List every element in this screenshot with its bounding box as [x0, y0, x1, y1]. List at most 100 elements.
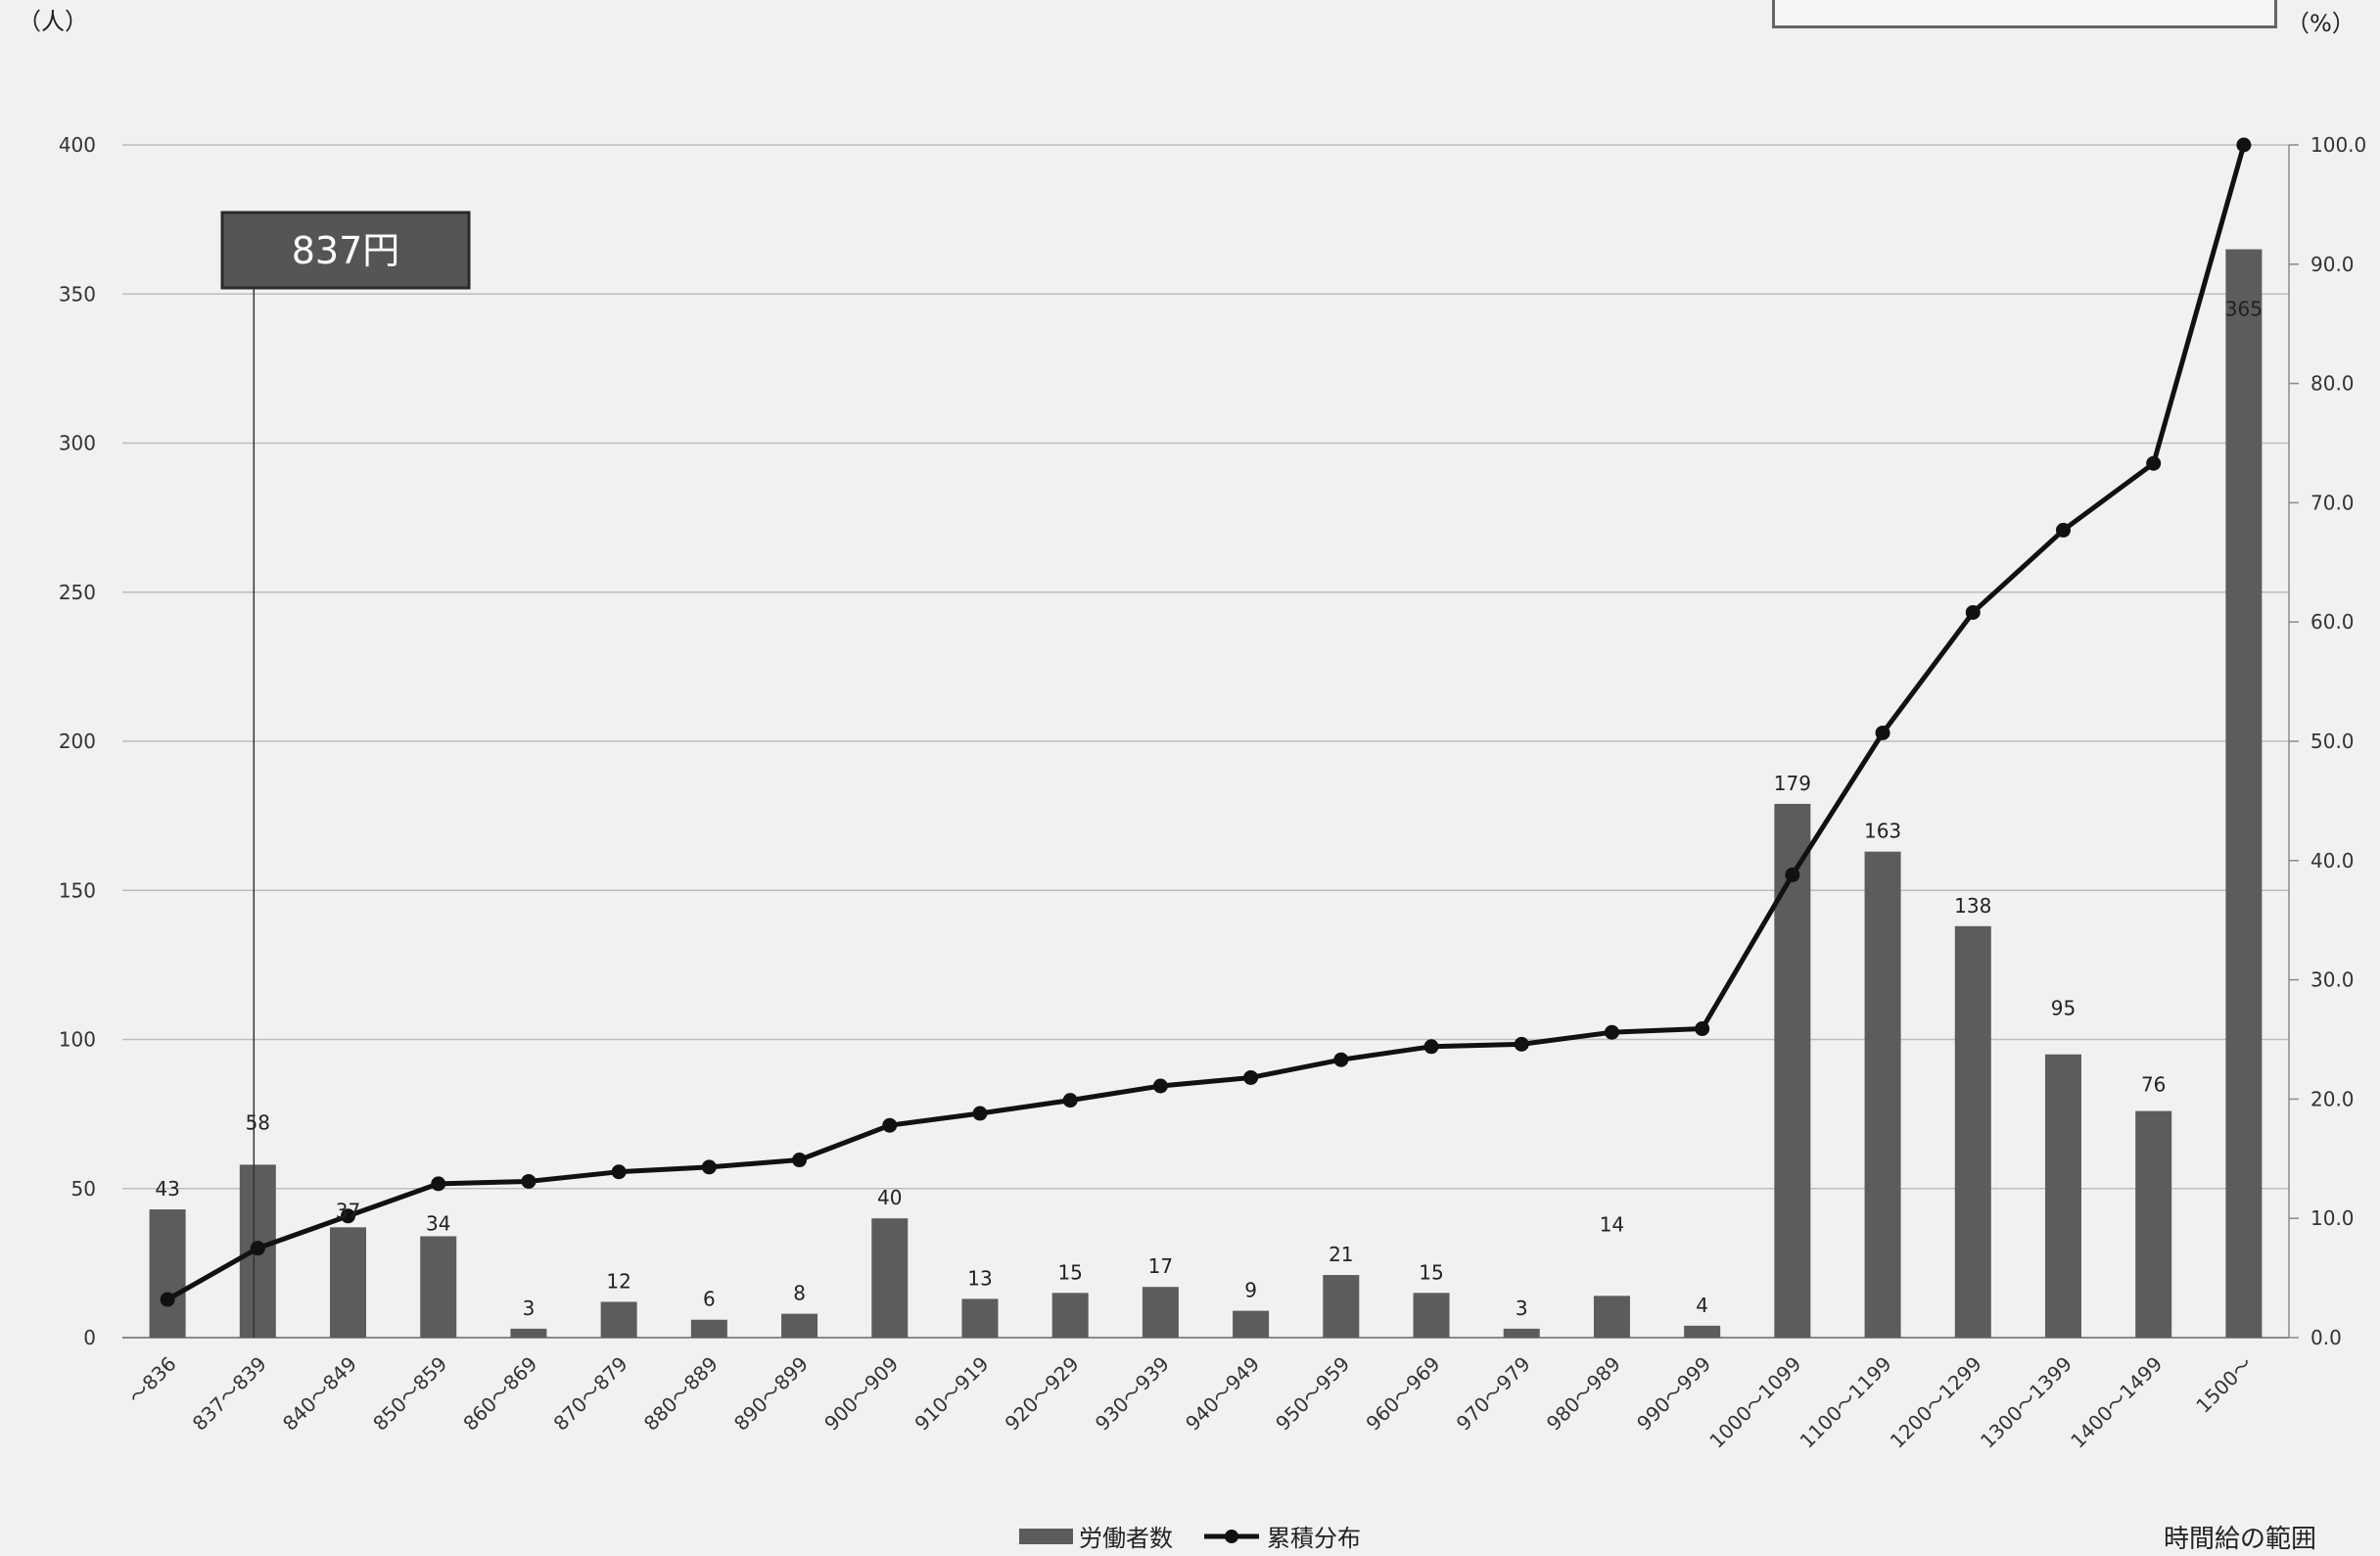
- bar-data-label: 13: [967, 1266, 992, 1290]
- cumulative-point: [2055, 522, 2071, 538]
- cumulative-point: [701, 1159, 717, 1175]
- x-axis-categories: 〜836 837〜839 840〜849 850〜859 860〜869 870〜879 8…: [124, 1352, 2258, 1453]
- bar: [1864, 851, 1901, 1338]
- left-tick-label: 50: [71, 1177, 96, 1201]
- left-tick-label: 150: [59, 878, 96, 902]
- bar-data-label: 15: [1419, 1260, 1443, 1284]
- bar-data-label: 365: [2225, 298, 2263, 321]
- x-axis-title: 時間給の範囲: [2164, 1525, 2316, 1554]
- cumulative-point: [1423, 1039, 1439, 1055]
- bar: [2044, 1054, 2081, 1338]
- left-tick-label: 200: [59, 730, 96, 753]
- bar-data-label: 21: [1329, 1243, 1353, 1266]
- bar-data-label: 4: [1696, 1294, 1708, 1317]
- cumulative-point: [611, 1164, 627, 1180]
- x-category-label: 1100〜1199: [1796, 1352, 1896, 1453]
- bar-data-label: 17: [1148, 1254, 1173, 1278]
- x-category-label: 870〜879: [549, 1352, 632, 1436]
- cumulative-point: [431, 1176, 446, 1192]
- bar-data-label: 6: [703, 1288, 716, 1311]
- cumulative-point: [1604, 1024, 1619, 1040]
- cumulative-point: [521, 1173, 537, 1189]
- header-box: [1772, 0, 2277, 28]
- bar: [1233, 1310, 1270, 1338]
- legend-line-marker: [1225, 1530, 1238, 1543]
- legend-bar-swatch: [1019, 1529, 1073, 1544]
- right-tick-label: 40.0: [2310, 849, 2355, 872]
- bar-data-label: 58: [246, 1110, 270, 1134]
- right-tick-label: 80.0: [2310, 372, 2355, 396]
- x-category-label: 900〜909: [819, 1352, 903, 1436]
- x-category-label: 880〜889: [639, 1352, 723, 1436]
- left-tick-label: 250: [59, 581, 96, 604]
- bar-data-label: 76: [2141, 1073, 2166, 1097]
- left-axis-unit: （人）: [18, 8, 88, 35]
- bar: [1774, 803, 1811, 1338]
- x-category-label: 970〜979: [1452, 1352, 1535, 1436]
- legend-line-label: 累積分布: [1267, 1525, 1361, 1552]
- cumulative-point: [1875, 725, 1890, 740]
- cumulative-point: [1514, 1036, 1529, 1052]
- bar-data-label: 95: [2051, 997, 2076, 1020]
- cumulative-point: [1333, 1052, 1349, 1067]
- x-category-label: 950〜959: [1271, 1352, 1354, 1436]
- cumulative-point: [1243, 1069, 1259, 1085]
- cumulative-point: [2236, 137, 2252, 153]
- cumulative-line-series: [160, 137, 2252, 1307]
- bar: [1503, 1328, 1540, 1338]
- cumulative-point: [1965, 604, 1981, 620]
- bar-data-label: 34: [426, 1211, 450, 1235]
- bar-data-label: 179: [1774, 772, 1811, 795]
- left-tick-label: 350: [59, 282, 96, 306]
- left-tick-label: 300: [59, 432, 96, 455]
- x-category-label: 1000〜1099: [1704, 1352, 1805, 1453]
- left-tick-label: 400: [59, 133, 96, 157]
- cumulative-point: [341, 1208, 356, 1224]
- bar: [149, 1209, 186, 1338]
- bar: [2135, 1110, 2172, 1338]
- bar-series: [149, 249, 2263, 1339]
- bar-data-label: 43: [155, 1177, 179, 1201]
- bar: [961, 1298, 999, 1338]
- bar: [1954, 925, 1991, 1338]
- cumulative-point: [972, 1106, 988, 1121]
- right-tick-label: 0.0: [2310, 1326, 2342, 1349]
- right-tick-label: 60.0: [2310, 610, 2355, 634]
- x-category-label: 990〜999: [1632, 1352, 1715, 1436]
- bar: [690, 1319, 727, 1338]
- left-tick-label: 100: [59, 1028, 96, 1052]
- bar-data-label: 9: [1244, 1279, 1257, 1302]
- gridlines: [122, 144, 2289, 1339]
- left-tick-label: 0: [83, 1326, 96, 1349]
- x-category-label: 1300〜1399: [1976, 1352, 2077, 1453]
- bar: [510, 1328, 547, 1338]
- x-category-label: 980〜989: [1542, 1352, 1625, 1436]
- cumulative-point: [792, 1153, 808, 1168]
- x-category-label: 〜836: [124, 1352, 181, 1409]
- left-y-axis: 0 50 100 150 200 250 300 350 400: [59, 133, 96, 1349]
- bar-data-label: 37: [336, 1199, 360, 1222]
- bar: [1323, 1275, 1360, 1338]
- right-tick-label: 30.0: [2310, 968, 2355, 992]
- cumulative-point: [160, 1292, 175, 1307]
- right-tick-label: 70.0: [2310, 491, 2355, 514]
- bar: [420, 1236, 457, 1338]
- bar: [781, 1313, 818, 1338]
- bar: [871, 1218, 909, 1338]
- cumulative-point: [1695, 1021, 1710, 1037]
- x-category-label: 850〜859: [368, 1352, 451, 1436]
- bar-data-label: 8: [793, 1282, 806, 1305]
- x-category-label: 837〜839: [188, 1352, 271, 1436]
- bar: [2225, 249, 2263, 1339]
- bar-data-label: 3: [523, 1297, 536, 1320]
- cumulative-point: [250, 1241, 265, 1256]
- bar: [1593, 1296, 1630, 1338]
- right-tick-label: 10.0: [2310, 1206, 2355, 1230]
- bar-data-label: 40: [877, 1186, 902, 1209]
- cumulative-line-path: [165, 144, 2247, 1302]
- annotation-box: [220, 211, 471, 290]
- bar: [1684, 1325, 1721, 1338]
- bar-data-label: 14: [1600, 1212, 1624, 1236]
